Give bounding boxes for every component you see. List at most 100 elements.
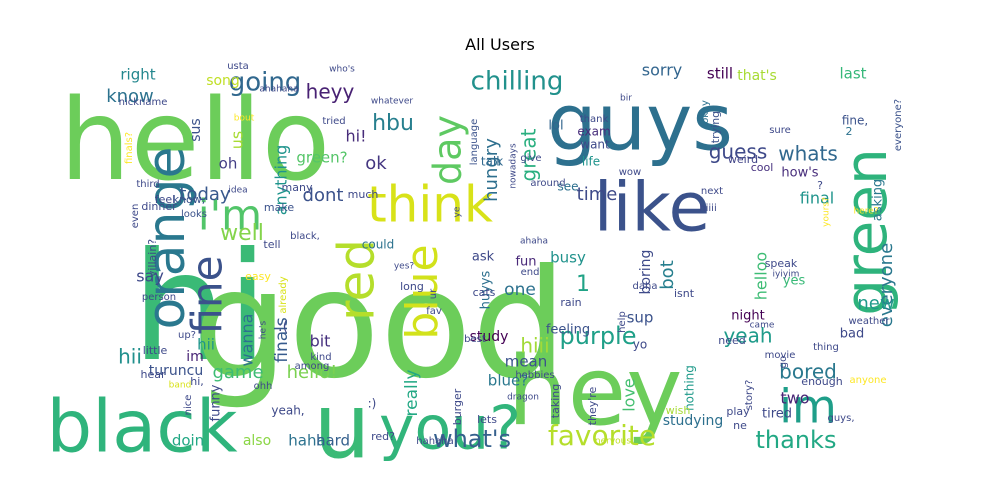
word: daha bbox=[633, 281, 658, 292]
word: third bbox=[136, 179, 159, 190]
word: say bbox=[136, 267, 164, 286]
word: what's bbox=[433, 425, 511, 453]
word: weird bbox=[728, 153, 758, 166]
word: fine bbox=[183, 256, 232, 335]
word: go bbox=[778, 356, 789, 368]
word: tell bbox=[263, 238, 280, 251]
word: nickname bbox=[119, 97, 168, 108]
word: nothing bbox=[683, 365, 697, 411]
word: lets bbox=[477, 413, 497, 426]
word: burger bbox=[451, 388, 464, 425]
word: black, bbox=[290, 231, 320, 242]
word: help bbox=[617, 311, 628, 333]
word: long bbox=[400, 280, 424, 293]
word: bot bbox=[657, 260, 678, 290]
word: game bbox=[212, 362, 263, 383]
word: today bbox=[179, 184, 231, 205]
word: green bbox=[832, 148, 900, 316]
word: end bbox=[521, 267, 540, 278]
word: well bbox=[220, 221, 264, 246]
word: guess bbox=[709, 140, 768, 164]
word: sup bbox=[627, 309, 654, 327]
word: guys bbox=[547, 78, 733, 168]
word: ur bbox=[428, 288, 439, 299]
word: ohh bbox=[254, 381, 273, 392]
word: blue? bbox=[488, 372, 528, 390]
word: that's bbox=[737, 68, 777, 84]
word: how's bbox=[781, 166, 818, 181]
word: give bbox=[520, 153, 541, 164]
word: huyys bbox=[479, 270, 494, 309]
word: need bbox=[718, 334, 746, 347]
word: wanna bbox=[238, 314, 257, 367]
word: you? bbox=[379, 394, 521, 464]
word: idea bbox=[228, 186, 247, 196]
word: going bbox=[229, 68, 302, 98]
word: ahahaha bbox=[259, 85, 298, 95]
word: still bbox=[707, 65, 733, 83]
word: great bbox=[517, 128, 541, 181]
word: song bbox=[206, 73, 240, 89]
word: who's bbox=[329, 65, 355, 75]
word: nervous bbox=[595, 437, 631, 447]
word: looks bbox=[181, 209, 207, 220]
word: whatever bbox=[371, 97, 414, 107]
word: yes? bbox=[394, 262, 415, 272]
word: im bbox=[779, 380, 837, 434]
word: finals? bbox=[124, 132, 135, 164]
word: green? bbox=[296, 149, 347, 167]
word: nowadays bbox=[509, 143, 519, 189]
word: ne bbox=[733, 419, 747, 432]
word: villain? bbox=[146, 239, 159, 277]
word: kind bbox=[310, 352, 331, 363]
word: already bbox=[278, 276, 289, 313]
word: two bbox=[780, 389, 809, 408]
word: hi bbox=[132, 221, 269, 395]
word: study bbox=[470, 329, 509, 345]
word: weather bbox=[849, 316, 891, 327]
word: hiii bbox=[520, 334, 549, 358]
word: life bbox=[582, 155, 600, 169]
word: us bbox=[228, 131, 247, 149]
word: iyiyim bbox=[773, 270, 800, 280]
word: tried bbox=[322, 116, 345, 127]
word: heyy bbox=[306, 80, 355, 104]
word: exam bbox=[577, 125, 610, 139]
word: anything bbox=[272, 145, 291, 216]
word: wow bbox=[619, 167, 641, 178]
word: ? bbox=[817, 179, 823, 192]
word: boring bbox=[638, 250, 654, 295]
word: tired bbox=[762, 407, 792, 422]
word: know, bbox=[173, 193, 206, 206]
word: busy bbox=[550, 249, 586, 267]
word: also bbox=[243, 433, 271, 449]
word: many bbox=[282, 181, 313, 194]
word: nice bbox=[183, 395, 194, 416]
word: one bbox=[504, 280, 536, 300]
word: feel bbox=[155, 193, 175, 206]
word: right bbox=[120, 66, 155, 84]
word: hello bbox=[60, 76, 331, 206]
word: ok bbox=[365, 153, 387, 174]
word: came bbox=[750, 321, 775, 331]
word: even bbox=[130, 204, 141, 229]
word: hi, bbox=[190, 375, 204, 388]
word: finals bbox=[272, 317, 292, 363]
word: chilling bbox=[471, 67, 564, 97]
word: asking bbox=[871, 179, 886, 221]
word: oh bbox=[219, 155, 238, 173]
word: hbu bbox=[372, 111, 414, 136]
word: mean bbox=[505, 353, 548, 371]
word: 1 bbox=[576, 272, 590, 297]
word: good bbox=[193, 238, 567, 412]
word: thanks bbox=[756, 426, 837, 454]
word: fine, bbox=[842, 114, 868, 128]
word: much bbox=[348, 188, 379, 201]
word: time bbox=[577, 184, 618, 205]
word: day bbox=[426, 115, 470, 185]
word: sorry bbox=[642, 61, 682, 80]
word: yeah bbox=[723, 324, 772, 348]
word: feeling bbox=[546, 323, 590, 338]
word: fun bbox=[515, 255, 536, 270]
word: :) bbox=[368, 397, 377, 411]
